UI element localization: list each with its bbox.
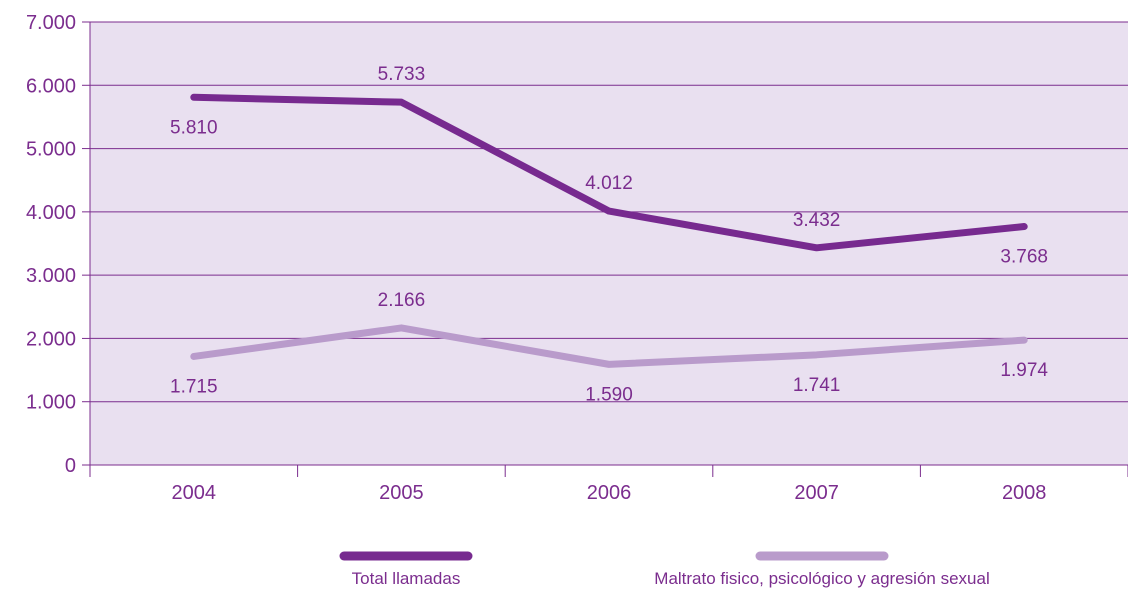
series-line-0 [190, 93, 1028, 252]
legend-label-1: Maltrato fisico, psicológico y agresión … [654, 569, 989, 588]
data-label: 1.974 [1000, 360, 1048, 381]
data-label: 1.741 [793, 375, 841, 396]
data-label: 3.768 [1000, 247, 1048, 268]
y-tick-label: 6.000 [26, 75, 76, 97]
data-labels: 5.810 5.733 4.012 3.432 3.768 1.715 2.166 1.590… [170, 64, 1048, 405]
y-tick-label: 1.000 [26, 392, 76, 414]
y-tick-label: 2.000 [26, 328, 76, 350]
series-line-1 [190, 324, 1028, 368]
x-tick-label: 2008 [1002, 482, 1047, 504]
data-label: 1.715 [170, 376, 218, 397]
data-label: 3.432 [793, 210, 841, 231]
data-label: 4.012 [585, 173, 633, 194]
data-label: 1.590 [585, 384, 633, 405]
x-tick-label: 2005 [379, 482, 424, 504]
gridlines [90, 21, 1128, 403]
data-label: 5.810 [170, 117, 218, 138]
x-tick-label: 2004 [172, 482, 217, 504]
y-tick-label: 7.000 [26, 12, 76, 34]
axes: 0 1.000 2.000 3.000 4.000 5.000 6.000 7.000 2004… [26, 12, 1128, 504]
y-tick-label: 3.000 [26, 265, 76, 287]
data-label: 2.166 [378, 290, 426, 311]
x-tick-label: 2007 [794, 482, 839, 504]
x-tick-label: 2006 [587, 482, 632, 504]
data-label: 5.733 [378, 64, 426, 85]
legend-label-0: Total llamadas [352, 569, 461, 588]
y-tick-label: 0 [65, 455, 76, 477]
y-tick-label: 5.000 [26, 139, 76, 161]
series-lines [190, 93, 1028, 368]
legend: Total llamadas Maltrato fisico, psicológi… [339, 551, 990, 588]
y-tick-label: 4.000 [26, 202, 76, 224]
